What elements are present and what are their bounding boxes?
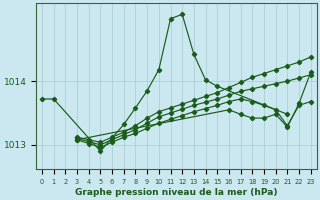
X-axis label: Graphe pression niveau de la mer (hPa): Graphe pression niveau de la mer (hPa) (75, 188, 278, 197)
